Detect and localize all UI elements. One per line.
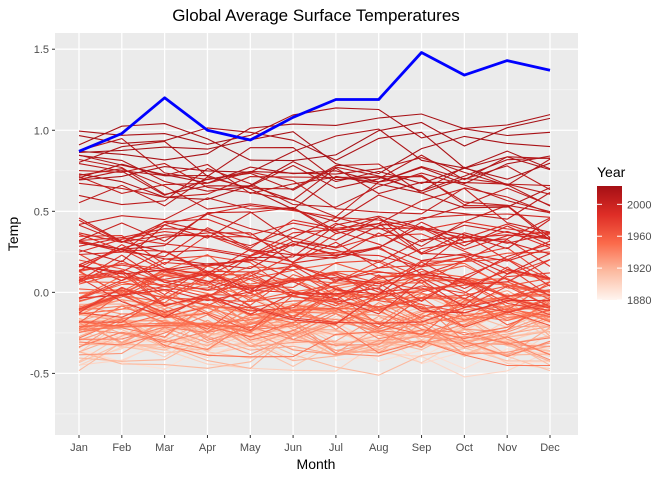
series-line [78, 215, 551, 259]
series-line [78, 299, 551, 333]
series-line [78, 292, 551, 326]
x-axis-label: Month [297, 456, 336, 472]
series-line [78, 287, 551, 340]
highlight-series-line [78, 51, 551, 153]
series-line [78, 117, 551, 162]
x-tick-label: Jan [70, 442, 88, 454]
series-line [78, 311, 551, 340]
series-line [78, 221, 551, 266]
series-line [78, 258, 551, 303]
series-line [78, 204, 551, 247]
series-line [78, 262, 551, 324]
series-line [78, 250, 551, 295]
series-line [78, 162, 551, 218]
series-line [78, 233, 551, 285]
series-line [78, 217, 551, 259]
series-line [78, 163, 551, 194]
series-line [78, 113, 551, 161]
y-axis-label: Temp [5, 217, 21, 251]
legend-tick-label: 1920 [627, 263, 651, 275]
series-line [78, 254, 551, 290]
y-tick-label: -0.5 [30, 368, 49, 380]
series-line [78, 251, 551, 303]
series-line [78, 313, 551, 351]
x-tick-label: Dec [540, 442, 560, 454]
highlight-series [78, 51, 551, 153]
x-tick-label: Sep [412, 442, 432, 454]
series-line [78, 205, 551, 250]
x-tick-label: Nov [497, 442, 517, 454]
series-line [78, 311, 550, 367]
x-tick-label: May [240, 442, 261, 454]
series-line [78, 128, 551, 181]
legend-tick-label: 1880 [627, 295, 651, 307]
series-line [78, 269, 551, 316]
series-line [78, 140, 551, 192]
series-line [78, 305, 551, 358]
legend-ticks: 1880 1920 1960 2000 [597, 199, 651, 307]
series-line [78, 248, 551, 296]
series-line [78, 156, 551, 200]
x-tick-label: Apr [199, 442, 216, 454]
series-lines [78, 107, 551, 378]
series-line [78, 158, 551, 201]
legend-tick-label: 1960 [627, 231, 651, 243]
series-line [78, 227, 551, 257]
series-line [78, 277, 551, 318]
series-line [78, 313, 551, 355]
series-line [78, 236, 551, 275]
series-line [78, 171, 551, 215]
x-tick-label: Oct [456, 442, 473, 454]
y-tick-label: 1.5 [34, 44, 49, 56]
series-line [78, 107, 551, 145]
series-line [78, 216, 551, 254]
legend: Year 1880 1920 1960 2000 [597, 164, 651, 307]
legend-title: Year [597, 164, 626, 180]
series-line [78, 238, 551, 282]
series-line [78, 281, 551, 338]
x-tick-label: Jul [329, 442, 343, 454]
x-tick-label: Aug [369, 442, 389, 454]
series-line [78, 290, 551, 346]
x-tick-label: Jun [284, 442, 302, 454]
series-line [78, 154, 551, 192]
y-tick-label: 0.0 [34, 287, 49, 299]
series-line [78, 272, 551, 325]
series-line [78, 131, 551, 175]
chart-title: Global Average Surface Temperatures [172, 6, 460, 25]
x-tick-label: Feb [112, 442, 131, 454]
series-line [78, 167, 551, 213]
series-line [78, 137, 551, 186]
x-tick-label: Mar [155, 442, 174, 454]
series-line [78, 332, 551, 376]
y-tick-label: 1.0 [34, 125, 49, 137]
y-axis: -0.5 0.0 0.5 1.0 1.5 [30, 44, 55, 380]
series-line [78, 127, 551, 180]
y-tick-label: 0.5 [34, 206, 49, 218]
x-axis: Jan Feb Mar Apr May Jun Jul Aug Sep Oct Nov Dec [70, 435, 560, 454]
series-line [78, 262, 551, 293]
series-line [78, 319, 551, 356]
series-line [78, 187, 551, 235]
series-line [78, 225, 551, 270]
series-line [78, 154, 551, 185]
series-line [78, 206, 551, 263]
legend-colorbar [597, 186, 622, 300]
series-line [78, 259, 551, 306]
series-line [78, 163, 551, 210]
series-line [78, 232, 551, 275]
series-line [78, 231, 551, 281]
legend-tick-label: 2000 [627, 199, 651, 211]
series-line [78, 168, 551, 223]
series-line [78, 219, 551, 258]
